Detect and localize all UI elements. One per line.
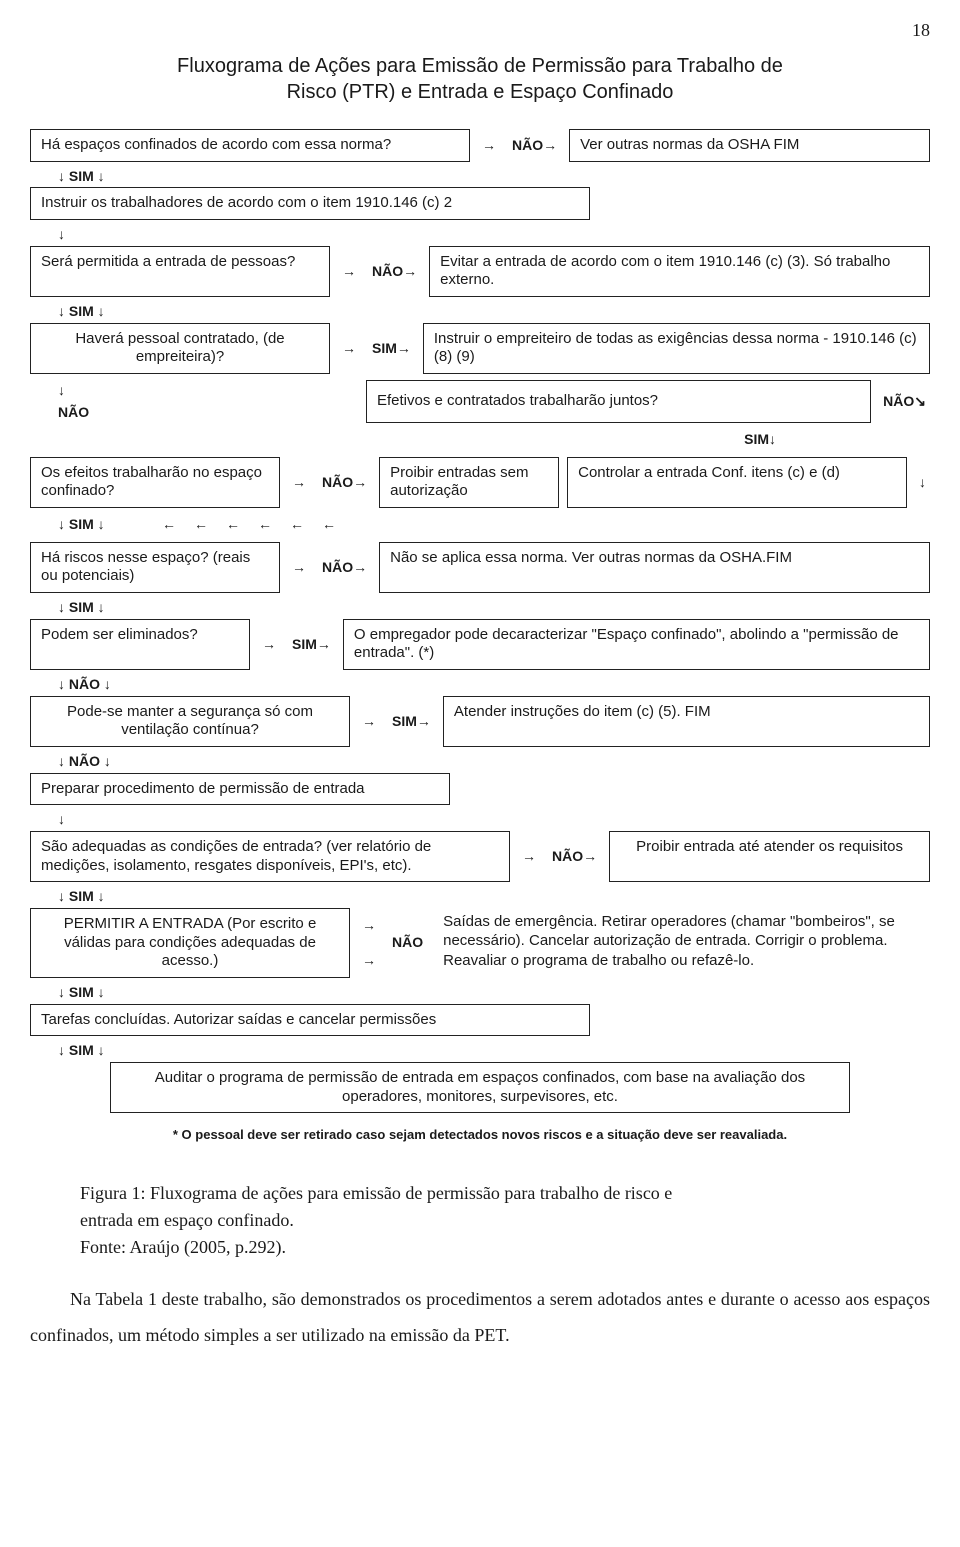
label-nao: NÃO bbox=[30, 676, 930, 694]
q5-text: Efetivos e contratados trabalharão junto… bbox=[377, 392, 658, 411]
arrow-right bbox=[338, 323, 360, 375]
node-r6a: Proibir entradas sem autorização bbox=[379, 457, 559, 509]
label-nao: NÃO ↘ bbox=[879, 380, 930, 423]
label-sim: SIM ↓ bbox=[740, 429, 780, 451]
sim-text: SIM bbox=[69, 984, 94, 1000]
sim-text: SIM bbox=[69, 1042, 94, 1058]
nao-text: NÃO bbox=[69, 753, 100, 769]
arrow-down bbox=[30, 226, 930, 244]
sim-text: SIM bbox=[69, 168, 94, 184]
body-paragraph: Na Tabela 1 deste trabalho, são demonstr… bbox=[30, 1281, 930, 1353]
node-r9: Atender instruções do item (c) (5). FIM bbox=[443, 696, 930, 748]
nao-text: NÃO bbox=[69, 676, 100, 692]
label-sim: SIM bbox=[30, 516, 138, 534]
arrow-right bbox=[288, 542, 310, 594]
label-sim: SIM bbox=[30, 303, 930, 321]
node-q12: PERMITIR A ENTRADA (Por escrito e válida… bbox=[30, 908, 350, 978]
label-sim: SIM bbox=[388, 696, 435, 748]
label-nao: NÃO bbox=[368, 246, 421, 298]
arrow-down bbox=[30, 811, 930, 829]
node-q11: São adequadas as condições de entrada? (… bbox=[30, 831, 510, 883]
node-r6b: Controlar a entrada Conf. itens (c) e (d… bbox=[567, 457, 907, 509]
node-q5: Efetivos e contratados trabalharão junto… bbox=[366, 380, 871, 423]
footnote: * O pessoal deve ser retirado caso sejam… bbox=[30, 1127, 930, 1143]
arrow-right bbox=[258, 619, 280, 671]
arrow-right bbox=[478, 129, 500, 162]
arrow-down: ↓ bbox=[915, 457, 930, 509]
node-q4: Haverá pessoal contratado, (de empreitei… bbox=[30, 323, 330, 375]
node-s10: Preparar procedimento de permissão de en… bbox=[30, 773, 450, 806]
node-r8: O empregador pode decaracterizar "Espaço… bbox=[343, 619, 930, 671]
node-q7: Há riscos nesse espaço? (reais ou potenc… bbox=[30, 542, 280, 594]
node-r11: Proibir entrada até atender os requisito… bbox=[609, 831, 930, 883]
flowchart-title: Fluxograma de Ações para Emissão de Perm… bbox=[160, 53, 800, 105]
node-r3: Evitar a entrada de acordo com o item 19… bbox=[429, 246, 930, 298]
nao-text: NÃO bbox=[883, 393, 914, 411]
label-nao: NÃO bbox=[318, 542, 371, 594]
node-q9: Pode-se manter a segurança só com ventil… bbox=[30, 696, 350, 748]
sim-text: SIM bbox=[69, 599, 94, 615]
node-r12: Saídas de emergência. Retirar operadores… bbox=[435, 908, 930, 978]
label-sim: SIM bbox=[368, 323, 415, 375]
label-sim: SIM bbox=[30, 168, 930, 186]
arrow-left-chain: ←←←←←← bbox=[146, 514, 930, 536]
sim-text: SIM bbox=[69, 303, 94, 319]
flowchart: Há espaços confinados de acordo com essa… bbox=[30, 129, 930, 1144]
label-nao: NÃO bbox=[548, 831, 601, 883]
caption-line2: entrada em espaço confinado. bbox=[80, 1210, 294, 1230]
label-sim: SIM bbox=[30, 1042, 930, 1060]
label-nao: NÃO bbox=[318, 457, 371, 509]
body-text: Na Tabela 1 deste trabalho, são demonstr… bbox=[30, 1281, 930, 1353]
label-nao: NÃO bbox=[388, 932, 427, 954]
node-q8: Podem ser eliminados? bbox=[30, 619, 250, 671]
label-sim: SIM bbox=[30, 599, 930, 617]
node-s2: Instruir os trabalhadores de acordo com … bbox=[30, 187, 590, 220]
arrow-right bbox=[338, 246, 360, 298]
node-q3: Será permitida a entrada de pessoas? bbox=[30, 246, 330, 298]
node-r1: Ver outras normas da OSHA FIM bbox=[569, 129, 930, 162]
label-sim: SIM bbox=[30, 888, 930, 906]
node-r7: Não se aplica essa norma. Ver outras nor… bbox=[379, 542, 930, 594]
node-s14: Auditar o programa de permissão de entra… bbox=[110, 1062, 850, 1114]
node-q6: Os efeitos trabalharão no espaço confina… bbox=[30, 457, 280, 509]
figure-caption: Figura 1: Fluxograma de ações para emiss… bbox=[80, 1180, 930, 1261]
label-nao: NÃO bbox=[30, 753, 930, 771]
node-r4: Instruir o empreiteiro de todas as exigê… bbox=[423, 323, 930, 375]
page-number: 18 bbox=[30, 20, 930, 41]
arrow-right bbox=[288, 457, 310, 509]
caption-line3: Fonte: Araújo (2005, p.292). bbox=[80, 1237, 286, 1257]
sim-text: SIM bbox=[744, 431, 769, 449]
arrow-right bbox=[358, 950, 380, 972]
arrow-right bbox=[518, 831, 540, 883]
node-q1: Há espaços confinados de acordo com essa… bbox=[30, 129, 470, 162]
label-sim: SIM bbox=[30, 984, 930, 1002]
label-sim: SIM bbox=[288, 619, 335, 671]
arrow-down bbox=[58, 382, 358, 400]
node-s13: Tarefas concluídas. Autorizar saídas e c… bbox=[30, 1004, 590, 1037]
arrow-right bbox=[358, 696, 380, 748]
sim-text: SIM bbox=[69, 888, 94, 904]
label-nao: NÃO bbox=[508, 129, 561, 162]
sim-text: SIM bbox=[69, 516, 94, 532]
arrow-right bbox=[358, 915, 380, 937]
label-nao: NÃO bbox=[58, 402, 358, 424]
caption-line1: Figura 1: Fluxograma de ações para emiss… bbox=[80, 1183, 672, 1203]
